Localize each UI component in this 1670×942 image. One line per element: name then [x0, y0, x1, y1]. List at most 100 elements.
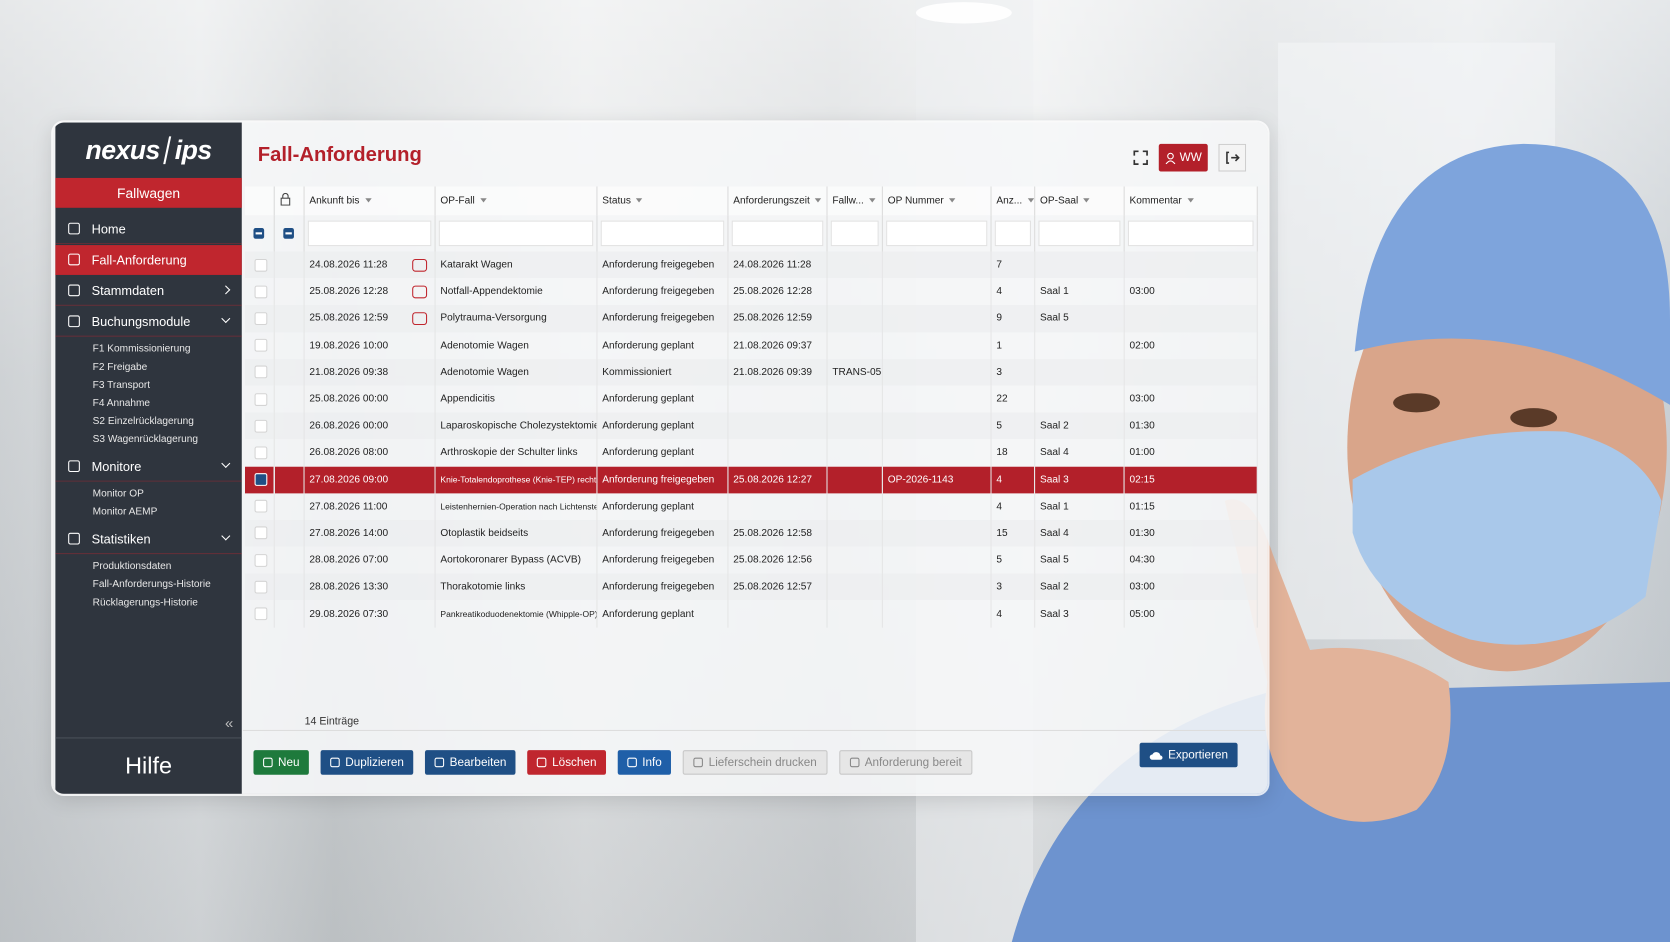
collapse-button[interactable]: «	[224, 713, 234, 732]
column-header[interactable]: Anforderungszeit	[727, 186, 828, 216]
submenu-item[interactable]: Monitor OP	[92, 488, 144, 500]
checkbox[interactable]	[254, 258, 268, 272]
filter-input[interactable]	[438, 220, 593, 247]
cell	[826, 546, 883, 574]
column-header[interactable]: Kommentar	[1123, 186, 1258, 216]
table-row[interactable]: 21.08.2026 09:38 Adenotomie Wagen Kommissi…	[244, 358, 1258, 386]
nav-item[interactable]: Fall-Anforderung	[55, 245, 242, 275]
toolbar-button[interactable]: Bearbeiten	[425, 750, 516, 775]
cell-text: TRANS-05	[832, 366, 882, 379]
filter-input[interactable]	[1037, 220, 1120, 247]
checkbox[interactable]	[254, 553, 268, 567]
column-header[interactable]: Ankunft bis	[303, 186, 436, 216]
help-link[interactable]: Hilfe	[55, 737, 242, 793]
checkbox[interactable]	[254, 500, 268, 513]
table-row[interactable]: 26.08.2026 00:00 Laparoskopische Cholezys…	[244, 412, 1258, 440]
submenu-item[interactable]: S2 Einzelrücklagerung	[92, 415, 194, 428]
checkbox[interactable]	[254, 526, 268, 540]
column-header[interactable]: Anz...	[990, 186, 1035, 216]
checkbox[interactable]	[254, 365, 268, 379]
toolbar-button[interactable]: Löschen	[527, 750, 607, 775]
cell: 15	[990, 519, 1035, 547]
submenu-item[interactable]: S3 Wagenrücklagerung	[92, 433, 199, 446]
checkbox[interactable]	[254, 312, 268, 325]
column-header[interactable]: Status	[596, 186, 728, 216]
submenu-item[interactable]: Monitor AEMP	[92, 506, 158, 518]
filter-input[interactable]	[600, 220, 724, 247]
cell-text: Arthroskopie der Schulter links	[440, 446, 578, 459]
cell: Anforderung geplant	[596, 600, 728, 628]
submenu-item[interactable]: F2 Freigabe	[92, 361, 148, 373]
toolbar-button[interactable]: Neu	[253, 750, 310, 775]
nav-icon	[68, 222, 80, 235]
logout-button[interactable]	[1218, 143, 1247, 172]
cell-text: 03:00	[1129, 285, 1155, 298]
cell-text: Otoplastik beidseits	[440, 527, 529, 540]
checkbox[interactable]	[254, 285, 268, 299]
column-header[interactable]: OP-Fall	[434, 186, 597, 216]
table-row[interactable]: 25.08.2026 12:59 Polytrauma-Versorgung Anf…	[244, 305, 1258, 333]
table-row[interactable]: 27.08.2026 14:00 Otoplastik beidseits Anfo…	[244, 519, 1258, 547]
table-row[interactable]: 28.08.2026 13:30 Thorakotomie links Anford…	[244, 573, 1258, 601]
checkbox[interactable]	[254, 339, 268, 352]
cell	[1123, 251, 1258, 279]
table-row[interactable]: 27.08.2026 11:00 Leistenhernien-Operation…	[244, 493, 1258, 520]
cell: TRANS-05	[826, 358, 883, 386]
table-row[interactable]: 27.08.2026 09:00 Knie-Totalendoprothese (…	[244, 466, 1258, 494]
checkbox[interactable]	[254, 473, 268, 487]
filter-input[interactable]	[1127, 220, 1254, 247]
cell-text: Saal 5	[1040, 554, 1069, 567]
filter-input[interactable]	[307, 220, 431, 247]
cell-text: 5	[996, 420, 1002, 432]
sort-all[interactable]	[244, 186, 275, 216]
user-button[interactable]: WW	[1158, 143, 1208, 172]
cloud-icon	[1149, 751, 1163, 760]
filter-input[interactable]	[731, 220, 823, 247]
fullscreen-icon[interactable]	[1133, 150, 1148, 165]
checkbox[interactable]	[254, 446, 268, 460]
nav-item[interactable]: Buchungsmodule	[55, 307, 242, 337]
cell-text: 19.08.2026 10:00	[309, 339, 389, 352]
cell: 4	[990, 466, 1035, 494]
cell: 21.08.2026 09:38	[303, 358, 436, 386]
cell	[881, 546, 992, 574]
export-button[interactable]: Exportieren	[1139, 742, 1238, 768]
table-row[interactable]: 28.08.2026 07:00 Aortokoronarer Bypass (A…	[244, 546, 1258, 574]
table-row[interactable]: 25.08.2026 00:00 Appendicitis Anforderung …	[244, 385, 1258, 413]
column-header[interactable]: Fallw...	[826, 186, 883, 216]
checkbox[interactable]	[254, 419, 268, 433]
toolbar-button: Lieferschein drucken	[683, 750, 828, 775]
lock-all[interactable]	[273, 215, 305, 252]
nav-item[interactable]: Home	[55, 214, 242, 245]
checkbox[interactable]	[254, 392, 268, 406]
submenu-item[interactable]: Fall-Anforderungs-Historie	[92, 578, 211, 591]
toolbar-button[interactable]: Info	[617, 750, 672, 775]
checkbox[interactable]	[254, 607, 268, 621]
toolbar-button[interactable]: Duplizieren	[320, 750, 414, 775]
table-row[interactable]: 26.08.2026 08:00 Arthroskopie der Schulte…	[244, 439, 1258, 467]
cell: 28.08.2026 13:30	[303, 573, 436, 601]
table-row[interactable]: 29.08.2026 07:30 Pankreatikoduodenektomie…	[244, 600, 1258, 628]
filter-cell	[596, 215, 728, 252]
cell	[881, 573, 992, 601]
filter-input[interactable]	[830, 220, 879, 247]
select-all[interactable]	[244, 215, 275, 252]
filter-input[interactable]	[994, 220, 1031, 247]
nav-item[interactable]: Stammdaten	[55, 276, 242, 306]
button-icon	[263, 757, 273, 768]
submenu-item[interactable]: Rücklagerungs-Historie	[92, 596, 198, 609]
column-header[interactable]: OP Nummer	[881, 186, 992, 216]
nav-item[interactable]: Monitore	[55, 452, 242, 482]
table-row[interactable]: 24.08.2026 11:28 Katarakt Wagen Anforderun…	[244, 251, 1258, 279]
checkbox[interactable]	[254, 580, 268, 594]
submenu-item[interactable]: F3 Transport	[92, 379, 151, 392]
submenu-item[interactable]: F1 Kommissionierung	[92, 343, 191, 355]
submenu-item[interactable]: F4 Annahme	[92, 397, 151, 410]
filter-input[interactable]	[885, 220, 987, 247]
column-header[interactable]: OP-Saal	[1034, 186, 1125, 216]
table-row[interactable]: 25.08.2026 12:28 Notfall-Appendektomie Anf…	[244, 278, 1258, 306]
cell: 21.08.2026 09:39	[727, 358, 828, 386]
table-row[interactable]: 19.08.2026 10:00 Adenotomie Wagen Anforder…	[244, 332, 1258, 359]
nav-item[interactable]: Statistiken	[55, 524, 242, 555]
submenu-item[interactable]: Produktionsdaten	[92, 560, 172, 573]
